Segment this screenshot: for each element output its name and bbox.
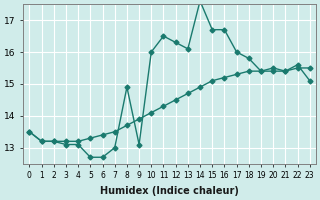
X-axis label: Humidex (Indice chaleur): Humidex (Indice chaleur)	[100, 186, 239, 196]
